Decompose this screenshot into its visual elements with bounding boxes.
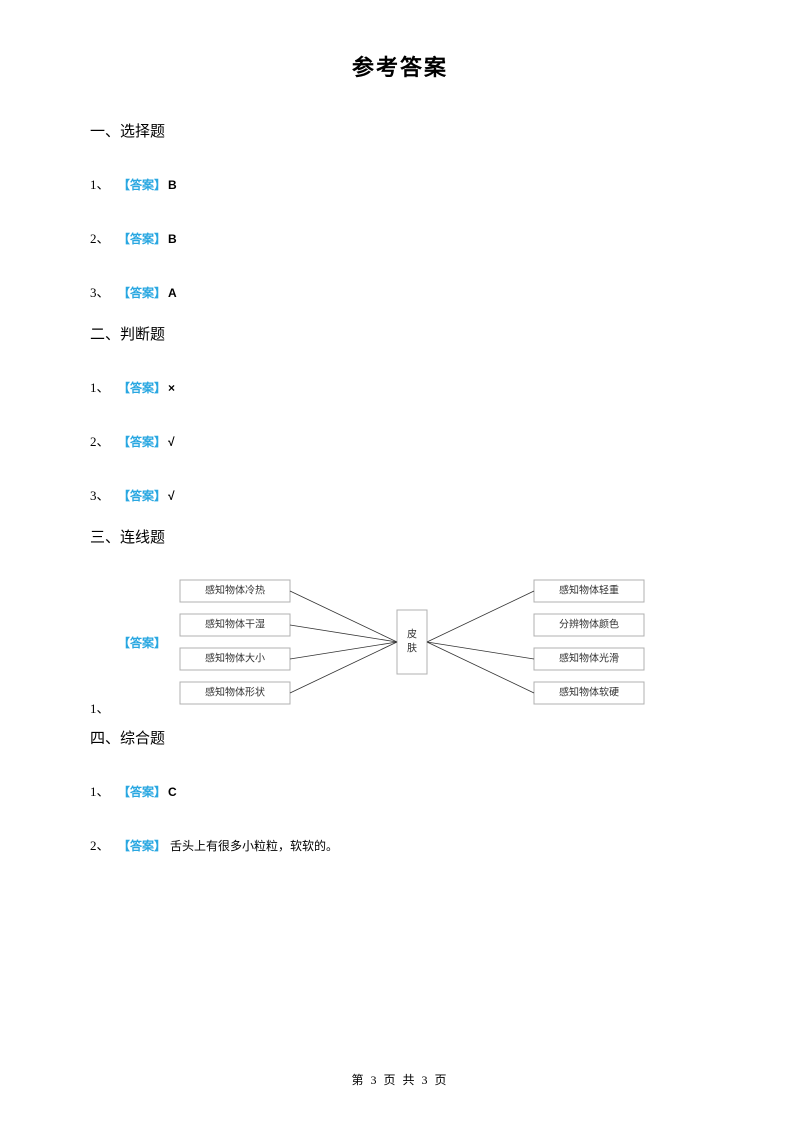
answer-item: 2、 【答案】 舌头上有很多小粒粒，软软的。 — [90, 822, 710, 854]
svg-text:皮: 皮 — [407, 628, 417, 641]
answer-value: A — [168, 286, 177, 300]
section-heading-3: 三、连线题 — [90, 526, 710, 547]
item-number: 3、 — [90, 485, 110, 504]
answer-item: 1、 【答案】 C — [90, 768, 710, 800]
answer-tag: 【答案】 — [118, 837, 166, 854]
section-3: 三、连线题 1、 【答案】 感知物体冷热感知物体干湿感知物体大小感知物体形状感知… — [90, 526, 710, 717]
item-number: 1、 — [90, 781, 110, 800]
answer-value: × — [168, 381, 175, 395]
svg-text:感知物体光滑: 感知物体光滑 — [559, 652, 619, 665]
answer-tag: 【答案】 — [118, 433, 166, 450]
svg-text:感知物体形状: 感知物体形状 — [205, 686, 265, 699]
svg-text:感知物体大小: 感知物体大小 — [205, 652, 265, 665]
answer-item: 2、 【答案】 √ — [90, 418, 710, 450]
answer-item: 1、 【答案】 × — [90, 364, 710, 396]
answer-tag: 【答案】 — [118, 379, 166, 396]
svg-text:感知物体软硬: 感知物体软硬 — [559, 686, 619, 699]
section-1: 一、选择题 1、 【答案】 B 2、 【答案】 B 3、 【答案】 A — [90, 120, 710, 301]
section-2: 二、判断题 1、 【答案】 × 2、 【答案】 √ 3、 【答案】 √ — [90, 323, 710, 504]
item-number: 1、 — [90, 698, 110, 717]
item-number: 1、 — [90, 174, 110, 193]
answer-value: √ — [168, 489, 175, 503]
svg-text:肤: 肤 — [407, 642, 417, 655]
answer-item: 3、 【答案】 A — [90, 269, 710, 301]
answer-value: 舌头上有很多小粒粒，软软的。 — [170, 837, 338, 854]
answer-value: √ — [168, 435, 175, 449]
answer-item: 3、 【答案】 √ — [90, 472, 710, 504]
section-heading-4: 四、综合题 — [90, 727, 710, 748]
item-number: 3、 — [90, 282, 110, 301]
section-heading-1: 一、选择题 — [90, 120, 710, 141]
answer-tag: 【答案】 — [118, 284, 166, 301]
item-number: 1、 — [90, 377, 110, 396]
answer-tag: 【答案】 — [118, 176, 166, 193]
answer-tag: 【答案】 — [118, 783, 166, 800]
answer-item: 1、 【答案】 B — [90, 161, 710, 193]
svg-text:感知物体干湿: 感知物体干湿 — [205, 618, 265, 631]
section-4: 四、综合题 1、 【答案】 C 2、 【答案】 舌头上有很多小粒粒，软软的。 — [90, 727, 710, 854]
svg-text:感知物体轻重: 感知物体轻重 — [559, 584, 619, 597]
answer-item: 1、 【答案】 感知物体冷热感知物体干湿感知物体大小感知物体形状 感知物体轻重分辨… — [90, 567, 710, 717]
answer-tag: 【答案】 — [118, 487, 166, 504]
answer-tag: 【答案】 — [118, 230, 166, 247]
answer-value: B — [168, 232, 177, 246]
svg-text:感知物体冷热: 感知物体冷热 — [205, 584, 265, 597]
item-number: 2、 — [90, 228, 110, 247]
item-number: 2、 — [90, 835, 110, 854]
page-title: 参考答案 — [90, 50, 710, 82]
answer-value: B — [168, 178, 177, 192]
answer-value: C — [168, 785, 177, 799]
svg-text:分辨物体颜色: 分辨物体颜色 — [559, 618, 619, 631]
section-heading-2: 二、判断题 — [90, 323, 710, 344]
matching-diagram: 感知物体冷热感知物体干湿感知物体大小感知物体形状 感知物体轻重分辨物体颜色感知物体… — [172, 567, 652, 717]
answer-tag: 【答案】 — [118, 634, 166, 651]
item-number: 2、 — [90, 431, 110, 450]
page-footer: 第 3 页 共 3 页 — [0, 1071, 800, 1088]
answer-item: 2、 【答案】 B — [90, 215, 710, 247]
